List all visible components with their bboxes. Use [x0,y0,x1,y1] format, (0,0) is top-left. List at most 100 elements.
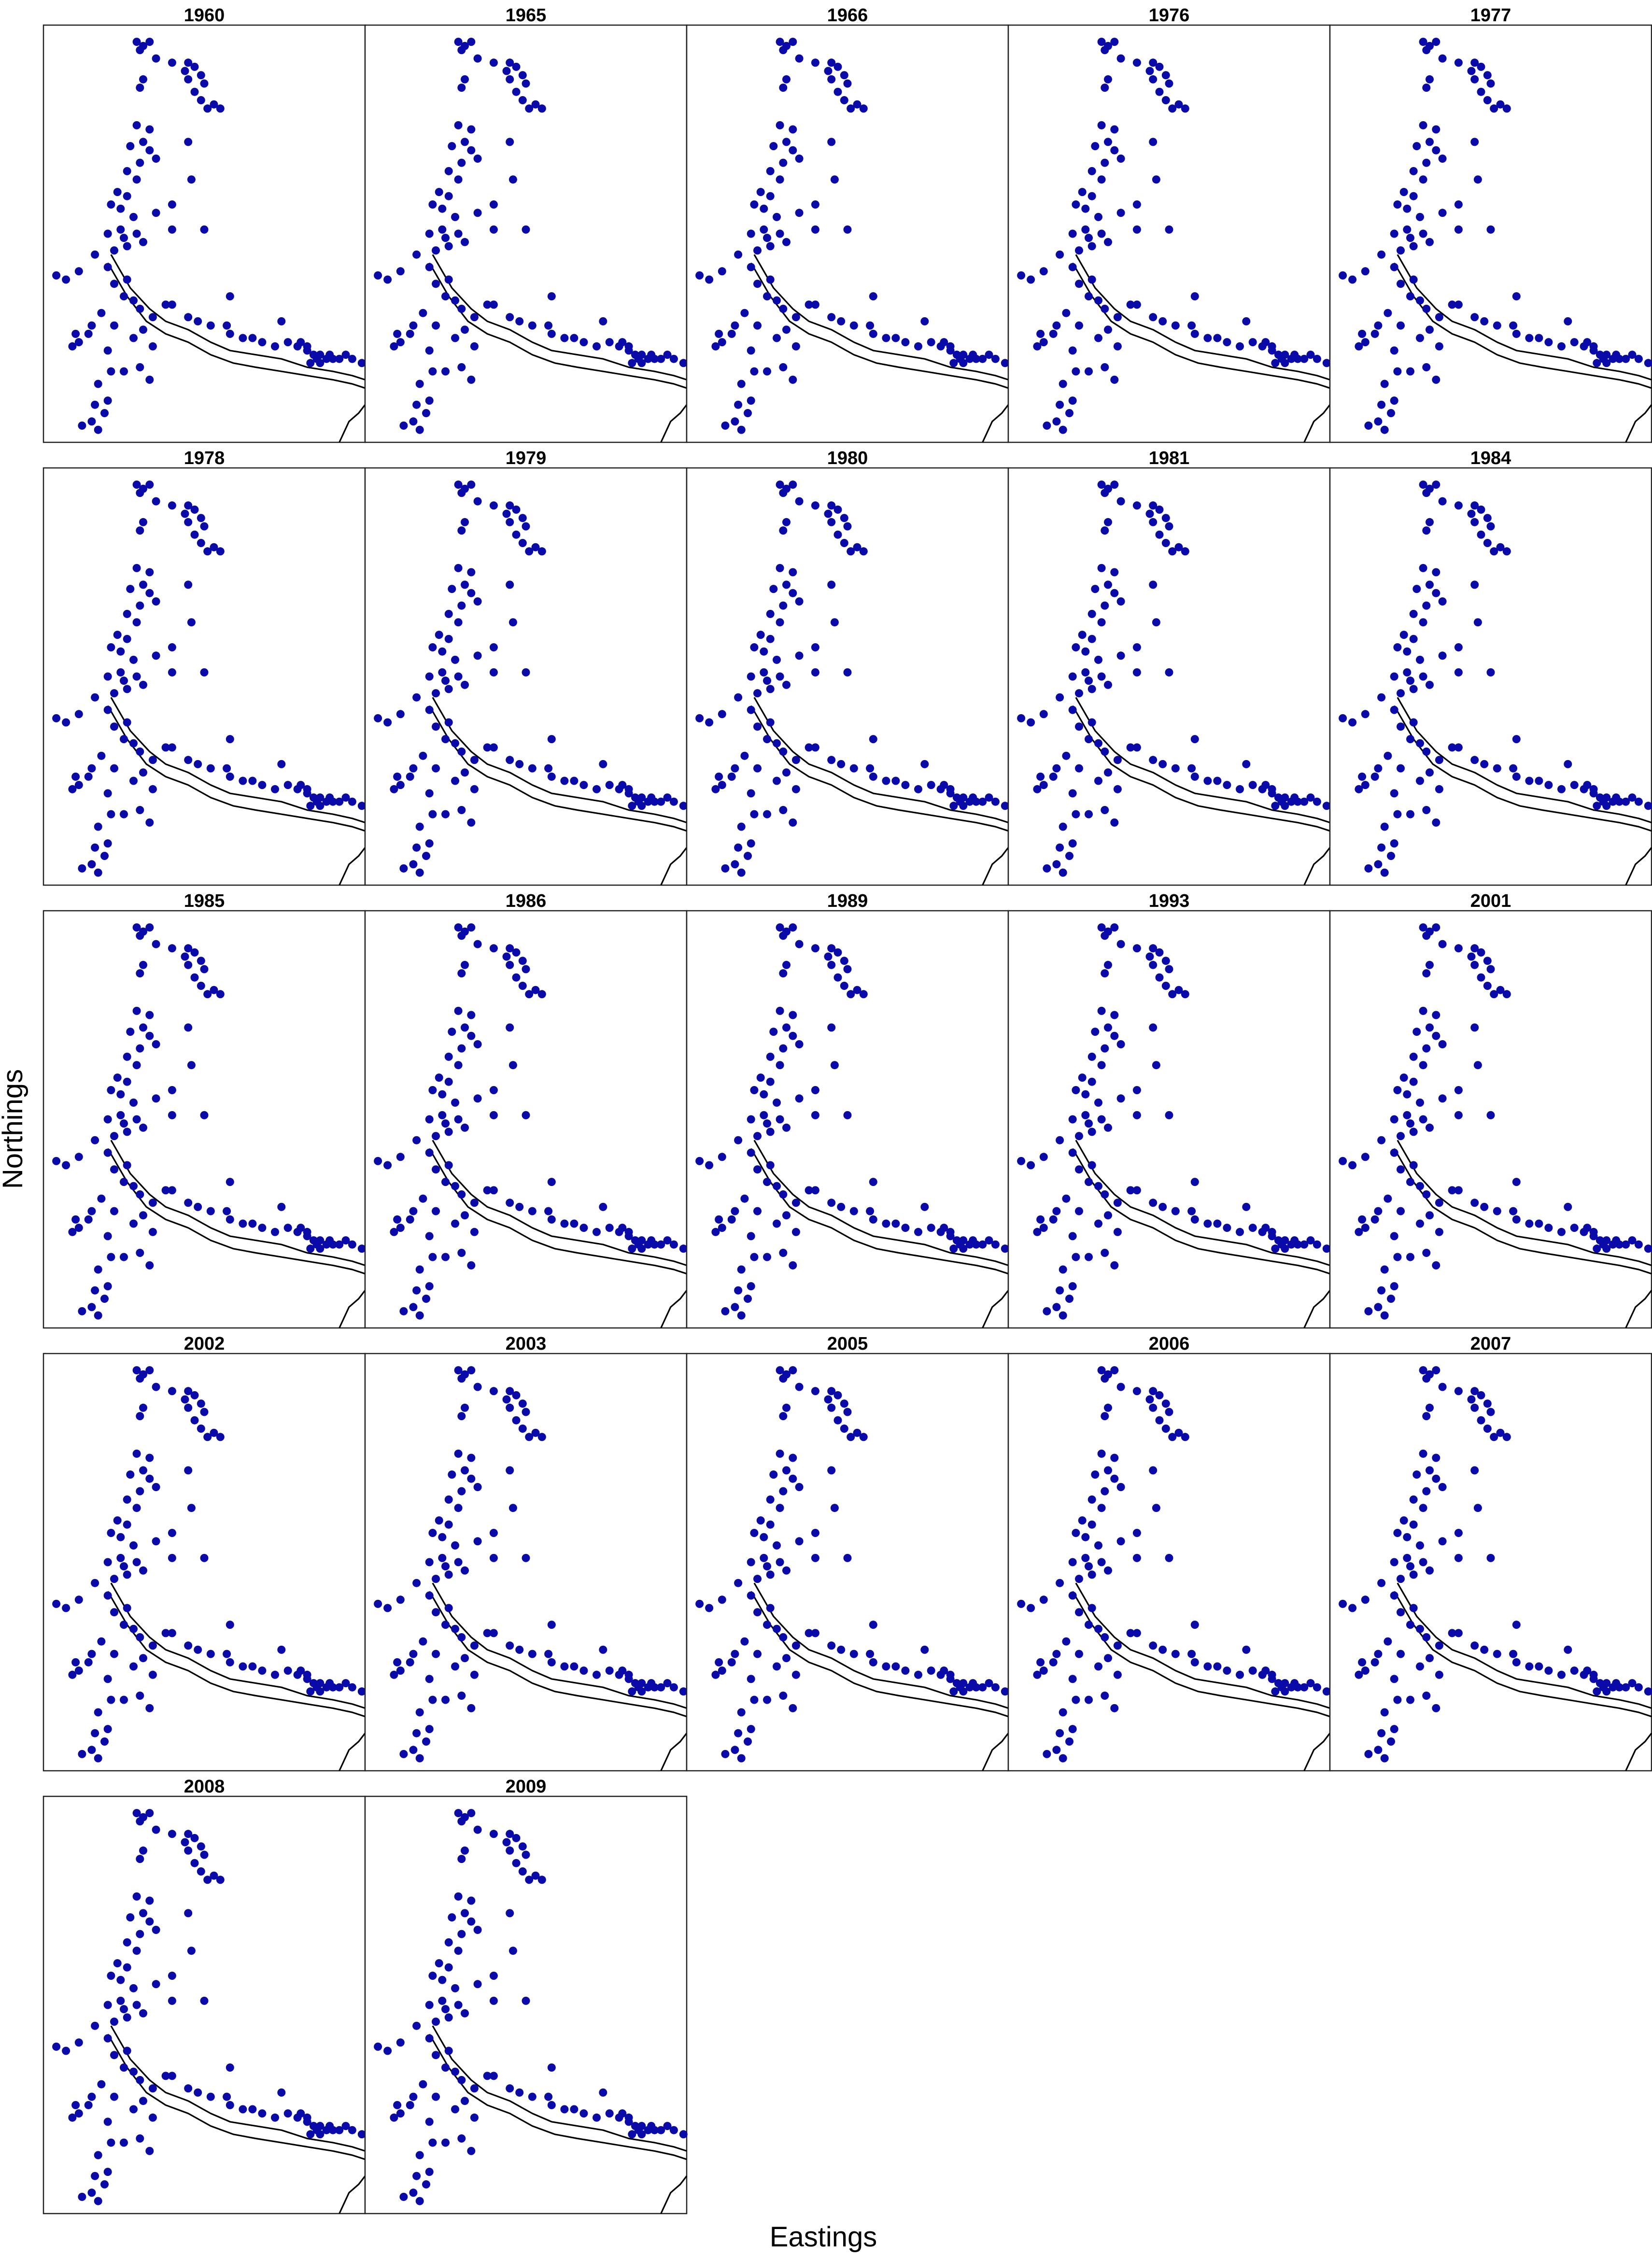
site-point [1132,944,1141,953]
site-point [190,1859,199,1867]
river-bank-line [1393,1148,1652,1275]
river-line [1075,1140,1330,1266]
site-point [769,1470,778,1479]
site-point [537,547,546,556]
site-point [448,1913,456,1922]
site-point [415,868,424,877]
site-point [451,739,459,748]
site-point [978,1240,987,1249]
site-point [1065,1737,1073,1746]
site-point [91,693,99,702]
site-point [773,655,781,664]
site-point [239,1219,247,1228]
site-point [763,1562,771,1571]
site-point [502,1395,511,1404]
site-point [1486,1111,1495,1119]
site-point [1062,309,1071,317]
site-point [129,1182,138,1190]
site-point [833,505,842,514]
site-point [1477,62,1485,71]
site-point [1384,309,1392,317]
site-point [1097,121,1106,129]
site-point [628,359,636,367]
site-point [454,229,463,238]
site-point [1397,1165,1405,1174]
panel-title: 1986 [506,891,547,911]
site-point [579,1224,588,1232]
coastline [1625,1733,1652,1771]
site-point [194,1202,202,1211]
site-point [129,2067,138,2076]
site-point [1300,1683,1309,1692]
panel-2007: 2007 [1329,1334,1652,1772]
site-point [753,689,762,698]
site-point [847,990,855,999]
site-point [1036,329,1045,338]
site-point [1512,1658,1521,1666]
site-point [1113,1670,1122,1679]
site-point [1213,334,1222,342]
site-point [1158,760,1167,768]
site-point [396,1224,405,1232]
site-point [1190,1178,1199,1186]
site-point [184,1641,193,1650]
site-point [1416,1182,1424,1190]
site-point [399,1750,408,1758]
site-point [1438,155,1447,163]
site-point [197,514,205,522]
site-point [1583,1666,1592,1675]
site-point [593,342,601,351]
coastline [1625,1290,1652,1328]
site-point [1001,802,1009,810]
river-bank-line [428,1591,687,1718]
site-point [657,1240,665,1249]
site-point [1416,334,1424,342]
site-point [782,1566,791,1575]
site-point [129,296,138,305]
site-point [116,1533,125,1541]
panel-title: 2006 [1149,1334,1190,1354]
site-point [522,1996,530,2005]
site-point [1512,292,1521,301]
site-point [753,246,762,255]
site-point [1059,1708,1067,1717]
panel-1979: 1979 [364,448,688,886]
site-point [341,1679,350,1688]
river-bank-line [107,705,366,832]
site-point [1087,718,1096,727]
site-point [1078,1516,1087,1525]
coastline [339,2175,366,2214]
site-point [467,923,476,932]
site-point [129,212,138,221]
site-point [747,1591,755,1600]
site-point [1056,400,1064,409]
site-point [187,1504,196,1512]
site-point [306,802,315,810]
river-bank-line [428,2033,687,2160]
site-point [473,940,482,948]
site-point [624,1670,633,1679]
site-point [1087,1052,1096,1061]
site-point [71,2101,80,2109]
site-point [139,1466,147,1475]
site-point [1393,1086,1402,1094]
site-point [1409,609,1418,618]
site-point [1149,1466,1158,1475]
site-point [776,1061,784,1070]
site-point [1236,1228,1244,1236]
site-point [341,351,350,359]
site-point [297,1224,305,1232]
site-point [789,1011,797,1019]
site-point [1470,944,1479,953]
site-point [965,354,974,363]
site-point [136,969,144,978]
site-point [920,317,929,325]
site-point [1384,1637,1392,1646]
site-point [428,1253,437,1261]
site-point [1438,209,1447,217]
site-point [766,167,775,175]
site-point [1242,760,1251,768]
site-point [506,313,514,322]
site-point [1101,1412,1109,1421]
site-point [1068,396,1077,405]
